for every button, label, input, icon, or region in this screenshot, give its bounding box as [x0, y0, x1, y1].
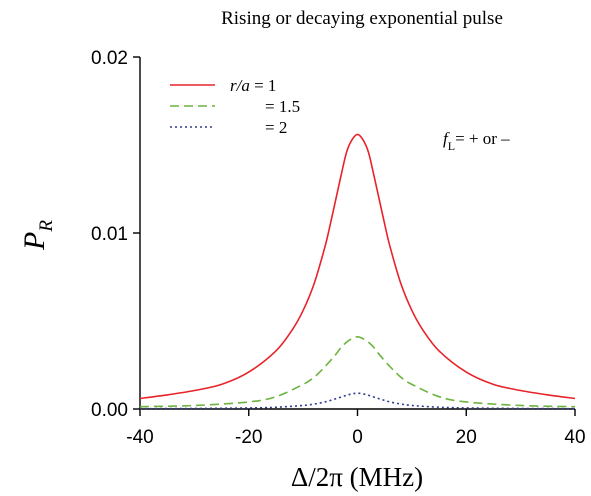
x-ticks: -40 -20 0 20 40	[126, 409, 586, 448]
annotation-rest: = + or –	[455, 129, 510, 148]
y-tick-label: 0.01	[91, 224, 128, 245]
x-tick-label: 0	[352, 427, 363, 448]
y-tick-label: 0.00	[91, 400, 128, 421]
x-tick-label: -40	[126, 427, 153, 448]
series-layer	[139, 133, 576, 410]
series-line-r-a-1	[139, 133, 576, 400]
legend-label-r-a-1: r/a = 1	[230, 76, 276, 95]
svg-text:PR: PR	[18, 220, 57, 251]
y-axis-label-sub: R	[36, 220, 57, 233]
x-axis: -40 -20 0 20 40	[126, 408, 586, 448]
y-tick-label: 0.02	[91, 48, 128, 69]
x-tick-label: 40	[564, 427, 585, 448]
legend-header-italic: r/a	[230, 76, 250, 95]
legend: r/a = 1 = 1.5 = 2	[170, 76, 300, 137]
y-axis: 0.00 0.01 0.02	[91, 48, 141, 421]
annotation-fl: fL= + or –	[443, 129, 510, 153]
series-line-r-a-1-5	[139, 336, 576, 408]
x-tick-label: 20	[456, 427, 477, 448]
series-line-r-a-2	[139, 392, 576, 410]
y-axis-label: PR	[18, 220, 57, 251]
legend-label-r-a-1-5: = 1.5	[265, 97, 300, 116]
annotation-main: f	[443, 129, 450, 148]
legend-header-rest: = 1	[250, 76, 277, 95]
y-axis-label-main: P	[18, 232, 51, 251]
y-ticks: 0.00 0.01 0.02	[91, 48, 140, 421]
x-axis-label: Δ/2π (MHz)	[291, 462, 423, 492]
x-tick-label: -20	[235, 427, 262, 448]
annotation-sub: L	[448, 139, 455, 153]
chart-title: Rising or decaying exponential pulse	[221, 8, 503, 29]
legend-label-r-a-2: = 2	[265, 118, 287, 137]
